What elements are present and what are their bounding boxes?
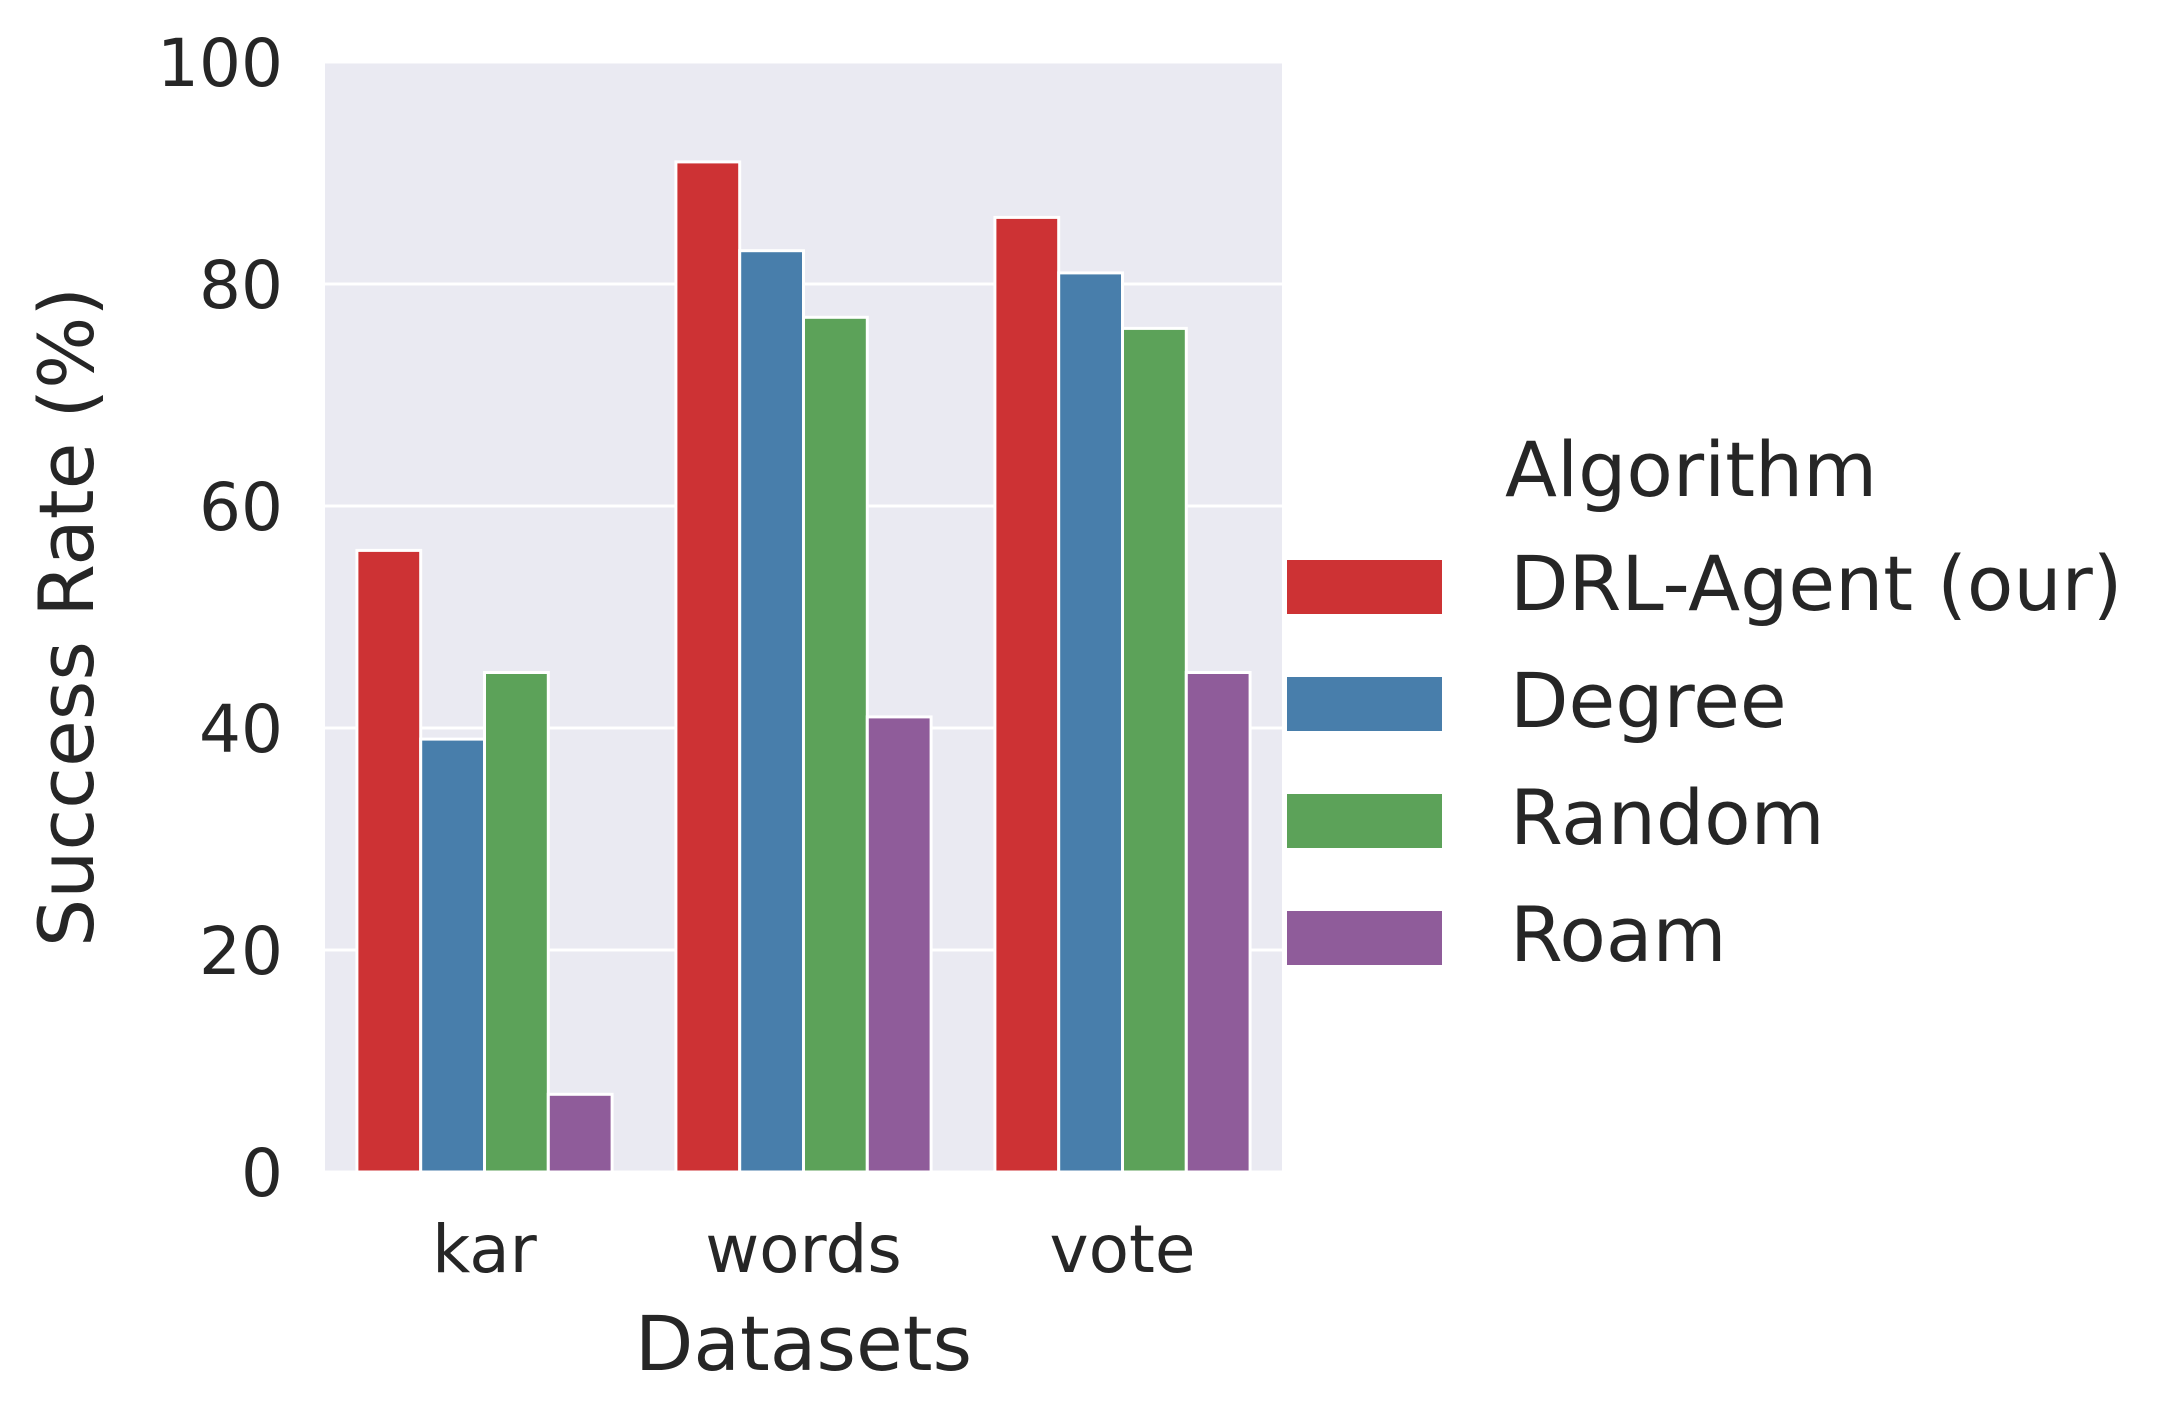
bar-vote-degree [1057,271,1124,1174]
y-axis-label: Success Rate (%) [22,287,111,947]
bar-vote-random [1121,326,1188,1174]
bar-vote-roam [1184,671,1252,1174]
y-tick-label: 0 [241,1135,283,1212]
bar-kar-roam [546,1092,614,1174]
legend-label: Degree [1510,656,1787,745]
y-tick-label: 60 [199,469,283,546]
legend-label: DRL-Agent (our) [1510,539,2122,628]
bars [355,160,1252,1174]
bar-kar-random [483,671,550,1174]
y-tick-label: 100 [157,25,283,102]
x-tick-label: vote [1050,1211,1196,1288]
bar-words-roam [865,715,933,1174]
bar-words-drl-agent-our [674,160,742,1174]
y-tick-label: 80 [199,247,283,324]
bar-words-random [802,315,869,1174]
legend-label: Roam [1510,890,1727,979]
legend-swatch [1287,794,1442,848]
x-tick-labels: kar words vote [432,1211,1195,1288]
x-tick-label: words [705,1211,902,1288]
legend-title: Algorithm [1505,425,1877,514]
x-tick-label: kar [432,1211,538,1288]
bar-vote-drl-agent-our [993,215,1061,1174]
bar-kar-degree [419,737,487,1174]
legend: Algorithm DRL-Agent (our) Degree Random Roa… [1287,425,2122,979]
y-tick-label: 40 [199,691,283,768]
y-tick-labels: 0 20 40 60 80 100 [157,25,283,1212]
bar-words-degree [738,249,806,1174]
legend-swatch [1287,560,1442,614]
x-axis-label: Datasets [635,1299,972,1388]
bar-kar-drl-agent-our [355,548,423,1174]
legend-swatch [1287,677,1442,731]
legend-items: DRL-Agent (our) Degree Random Roam [1287,539,2122,979]
legend-swatch [1287,911,1442,965]
legend-label: Random [1510,773,1825,862]
y-tick-label: 20 [199,913,283,990]
